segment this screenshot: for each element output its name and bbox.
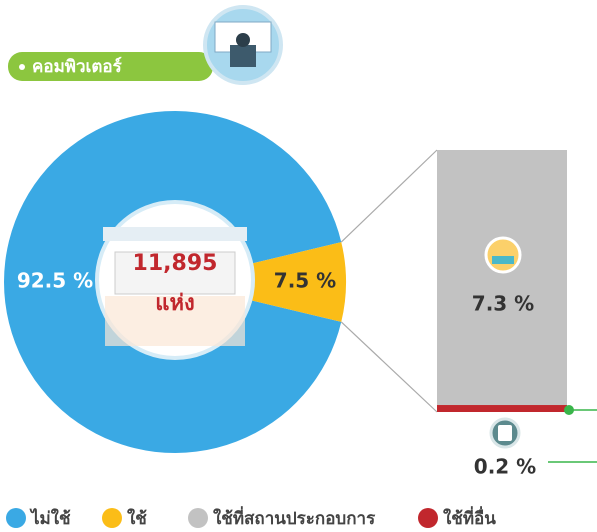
legend-swatch xyxy=(188,508,208,528)
center-image xyxy=(103,227,247,241)
data-label: 7.3 % xyxy=(472,292,534,316)
legend-label: ใช้ที่อื่น xyxy=(443,506,496,529)
legend-swatch xyxy=(418,508,438,528)
data-label: 0.2 % xyxy=(474,455,536,479)
connector xyxy=(340,321,438,413)
center-unit: แห่ง xyxy=(155,291,194,316)
bar-segment xyxy=(437,150,567,406)
leader-dot xyxy=(564,405,574,415)
legend-label: ใช้ xyxy=(127,508,147,529)
bar-segment xyxy=(437,405,567,412)
legend-label: ไม่ใช้ xyxy=(29,508,71,529)
icon xyxy=(498,425,512,441)
legend-swatch xyxy=(6,508,26,528)
data-label: 92.5 % xyxy=(17,269,93,293)
center-image xyxy=(105,296,245,346)
title-icon xyxy=(203,5,283,85)
title-pill xyxy=(8,52,213,81)
connector xyxy=(340,149,438,243)
pie-slice xyxy=(175,242,347,322)
legend-label: ใช้ที่สถานประกอบการ xyxy=(213,506,376,529)
icon xyxy=(484,236,522,274)
data-label: 7.5 % xyxy=(274,269,336,293)
center-image xyxy=(114,251,236,295)
legend-swatch xyxy=(102,508,122,528)
icon xyxy=(492,256,514,264)
center-value: 11,895 xyxy=(133,251,218,276)
chart-title: คอมพิวเตอร์ xyxy=(32,56,123,77)
title-bullet xyxy=(19,64,25,70)
